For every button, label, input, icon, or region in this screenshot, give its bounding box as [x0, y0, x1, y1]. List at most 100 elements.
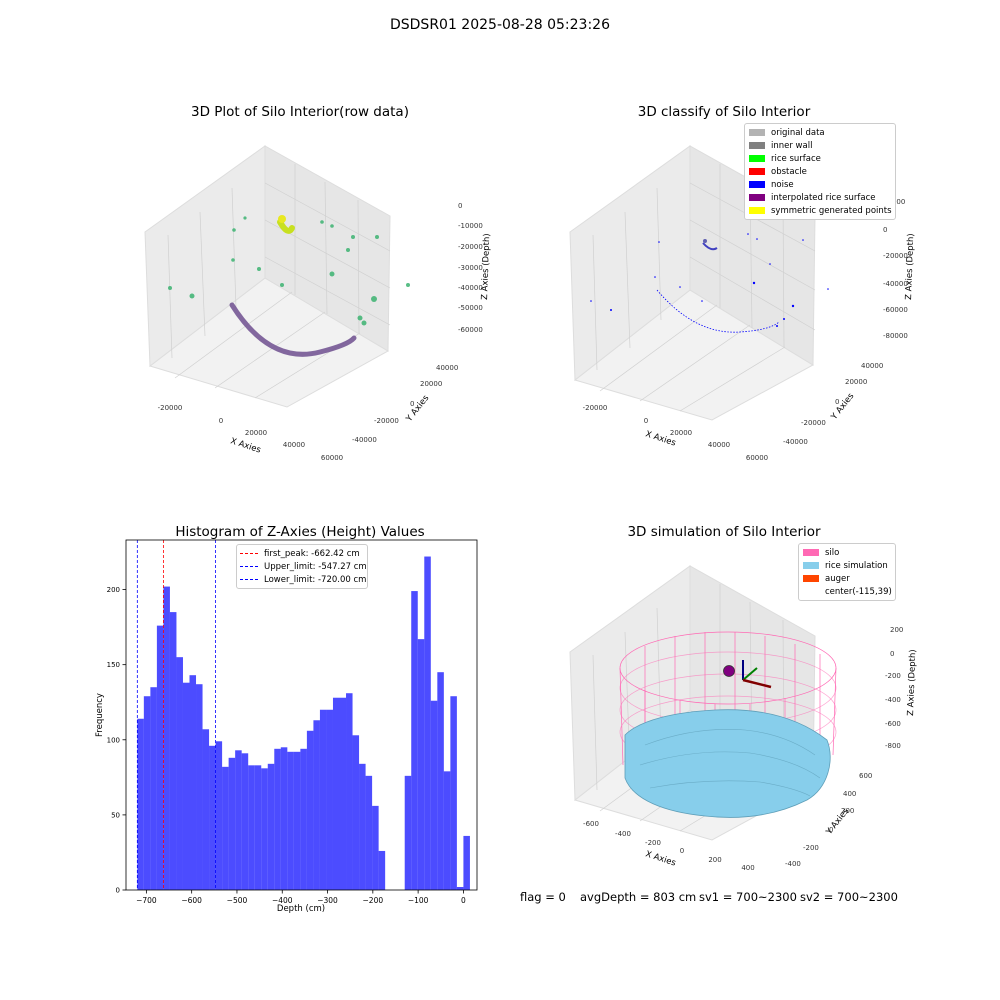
raw-z-label: Z Axies (Depth) [480, 233, 492, 300]
histogram-bar [463, 835, 470, 890]
histogram-bar [248, 765, 255, 890]
legend-label: silo [825, 547, 840, 558]
legend-label: Lower_limit: -720.00 cm [264, 574, 367, 585]
histogram-bar [261, 768, 268, 890]
raw-y-label: Y Axies [404, 393, 432, 425]
classify-z-label: Z Axies (Depth) [904, 233, 916, 300]
histogram-bar [176, 657, 183, 890]
classify-z-tick: -20000 [883, 252, 908, 260]
legend-line [240, 553, 258, 554]
legend-item-original-data: original data [745, 126, 895, 139]
classify-x-tick: 20000 [670, 429, 692, 437]
simulation-z-tick-labels: 200 0 -200 -400 -600 -800 [885, 626, 903, 750]
legend-item-rice-simulation: rice simulation [799, 559, 895, 572]
legend-swatch [803, 588, 819, 595]
raw-x-tick: -20000 [158, 404, 183, 412]
legend-swatch [749, 142, 765, 149]
silo-center-marker [723, 665, 735, 677]
sim-x-tick: 400 [741, 864, 754, 872]
raw-z-tick-labels: 0 -10000 -20000 -30000 -40000 -50000 -60… [458, 202, 483, 334]
legend-item-center: center(-115,39) [799, 585, 895, 598]
legend-line [240, 566, 258, 567]
histogram-bar [150, 687, 157, 890]
histogram-bar [411, 591, 418, 890]
legend-swatch [749, 155, 765, 162]
classify-x-tick: -20000 [583, 404, 608, 412]
classify-plot-title: 3D classify of Silo Interior [637, 104, 811, 120]
simulation-y-tick-labels: -400 -200 0 200 400 600 [785, 772, 872, 868]
histogram-bar [189, 675, 197, 890]
legend-label: auger [825, 573, 850, 584]
legend-label: center(-115,39) [825, 586, 892, 597]
classify-y-tick: 20000 [845, 378, 867, 386]
raw-y-tick: -40000 [352, 436, 377, 444]
simulation-z-label: Z Axies (Depth) [906, 649, 918, 716]
raw-point-cloud [168, 215, 410, 357]
histogram-bar [143, 696, 151, 890]
raw-y-tick: 40000 [436, 364, 458, 372]
histogram-bar [326, 709, 333, 890]
sim-x-tick: -400 [615, 830, 631, 838]
histogram-bar [339, 697, 347, 890]
simulation-x-label: X Axies [644, 849, 677, 868]
legend-label: symmetric generated points [771, 205, 892, 216]
status-flag: flag = 0 [520, 890, 566, 904]
legend-item-first-peak: first_peak: -662.42 cm [237, 547, 367, 560]
classify-y-label: Y Axies [829, 391, 857, 423]
raw-x-label: X Axies [229, 436, 262, 455]
legend-swatch [749, 168, 765, 175]
simulation-plot-title: 3D simulation of Silo Interior [627, 524, 821, 540]
legend-label: rice simulation [825, 560, 888, 571]
raw-z-tick: 0 [458, 202, 462, 210]
raw-z-tick: -30000 [458, 264, 483, 272]
histogram-bar [352, 735, 360, 890]
legend-swatch [749, 181, 765, 188]
sim-y-tick: 600 [859, 772, 872, 780]
histogram-bar [293, 751, 301, 890]
raw-3d-plot: -20000 0 20000 40000 60000 X Axies -4000… [144, 145, 492, 462]
raw-x-tick: 40000 [283, 441, 305, 449]
status-sv2: sv2 = 700~2300 [800, 890, 898, 904]
classify-z-tick: -80000 [883, 332, 908, 340]
histogram-x-tick-label: −400 [272, 896, 293, 905]
histogram-reference-lines [136, 540, 216, 890]
raw-z-tick: -50000 [458, 304, 483, 312]
sim-y-tick: -200 [803, 844, 819, 852]
legend-item-noise: noise [745, 178, 895, 191]
sim-x-tick: 0 [680, 847, 684, 855]
histogram-x-tick-label: −500 [227, 896, 248, 905]
legend-swatch [803, 575, 819, 582]
legend-label: original data [771, 127, 825, 138]
classify-y-tick: 0 [835, 398, 839, 406]
histogram-frame [125, 539, 478, 891]
histogram-bar [456, 886, 464, 890]
legend-item-obstacle: obstacle [745, 165, 895, 178]
histogram-bar [215, 741, 223, 890]
histogram-x-tick-label: 0 [461, 896, 466, 905]
raw-x-tick: 0 [219, 417, 223, 425]
raw-plot-title: 3D Plot of Silo Interior(row data) [191, 104, 409, 120]
simulation-3d-plot: -600 -400 -200 0 200 400 X Axies -400 -2… [569, 565, 918, 872]
sim-z-tick: 200 [890, 626, 903, 634]
histogram-bar [450, 696, 457, 890]
histogram-bar [346, 693, 353, 890]
histogram-bar [241, 753, 249, 890]
simulation-x-tick-labels: -600 -400 -200 0 200 400 [583, 820, 755, 872]
histogram-bar [169, 612, 177, 890]
sim-y-tick: 0 [829, 826, 833, 834]
histogram-y-tick-label: 50 [111, 811, 120, 819]
classify-z-tick: -40000 [883, 280, 908, 288]
raw-y-tick: 20000 [420, 380, 442, 388]
legend-line [240, 579, 258, 580]
legend-item-symmetric-generated-points: symmetric generated points [745, 204, 895, 217]
histogram-bar [417, 639, 425, 890]
histogram-y-ticks: 0 50 100 150 200 [107, 586, 126, 895]
sim-x-tick: -200 [645, 839, 661, 847]
histogram-bar [319, 709, 327, 890]
legend-label: interpolated rice surface [771, 192, 876, 203]
histogram-chart: −700 −600 −500 −400 −300 −200 −100 0 0 50 100 150 2… [95, 539, 478, 914]
simulation-legend: silo rice simulation auger center(-115,3… [798, 543, 896, 601]
histogram-bar [196, 684, 203, 890]
legend-label: rice surface [771, 153, 821, 164]
histogram-bar [156, 625, 164, 890]
